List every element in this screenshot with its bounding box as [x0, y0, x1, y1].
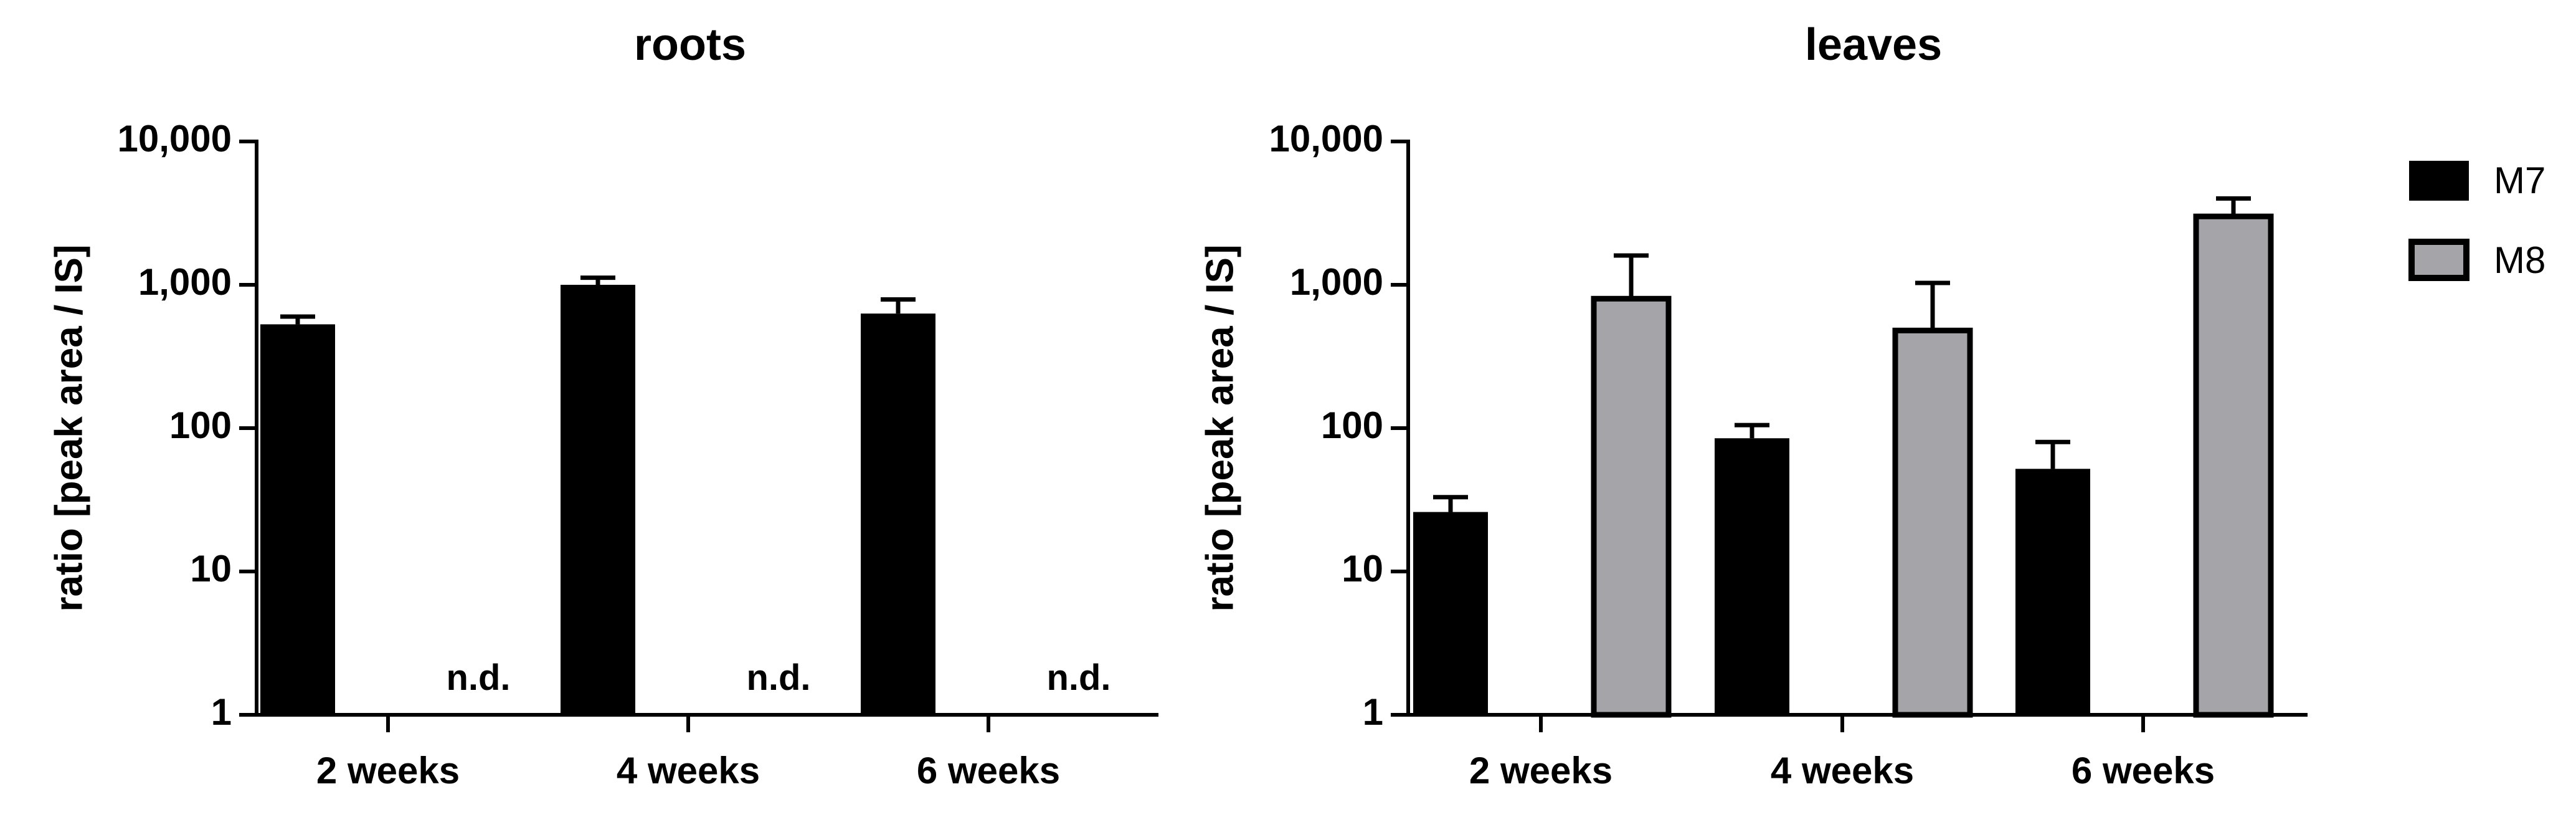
- nd-annotation: n.d.: [446, 657, 510, 698]
- bar-m8: [1591, 295, 1672, 718]
- bar-m8: [1892, 327, 1973, 718]
- y-tick-label: 1: [211, 691, 232, 733]
- x-tick-label: 6 weeks: [917, 750, 1060, 791]
- plot-area: 1 10 100 1,000 10,000 2 weeks 4 weeks 6 weeks: [1269, 118, 2308, 791]
- chart-title: leaves: [1805, 20, 1942, 70]
- y-tick-label: 1: [1363, 691, 1383, 733]
- chart-title: roots: [634, 20, 746, 70]
- y-tick-label: 10: [190, 548, 232, 590]
- legend-swatch-m7: [2409, 161, 2469, 201]
- chart-roots: roots ratio [peak area / IS] 1 10 100 1,000…: [47, 20, 1158, 791]
- y-tick-label: 1,000: [138, 261, 232, 303]
- y-axis-label: ratio [peak area / IS]: [1198, 244, 1241, 611]
- bar-m7: [561, 285, 635, 715]
- legend-label-m7: M7: [2494, 160, 2545, 201]
- y-tick-label: 10: [1342, 548, 1383, 590]
- nd-annotation: n.d.: [746, 657, 810, 698]
- y-tick-label: 100: [169, 404, 232, 446]
- legend-swatch-m8: [2408, 239, 2469, 281]
- legend: M7 M8: [2408, 160, 2545, 281]
- plot-area: 1 10 100 1,000 10,000 2 weeks n.d. 4 weeks n.d. 6…: [117, 118, 1158, 791]
- bar-m7: [861, 313, 935, 715]
- y-axis-label: ratio [peak area / IS]: [47, 244, 90, 611]
- nd-annotation: n.d.: [1046, 657, 1110, 698]
- x-tick-label: 4 weeks: [617, 750, 760, 791]
- x-tick-label: 2 weeks: [316, 750, 460, 791]
- legend-label-m8: M8: [2494, 239, 2545, 281]
- bar-m7: [1413, 512, 1488, 715]
- x-tick-label: 4 weeks: [1771, 750, 1914, 791]
- y-tick-label: 100: [1321, 404, 1383, 446]
- x-tick-label: 2 weeks: [1469, 750, 1612, 791]
- bar-m7: [1715, 438, 1789, 715]
- chart-leaves: leaves ratio [peak area / IS] 1 10 100 1,00…: [1198, 20, 2308, 791]
- bar-m8: [2193, 213, 2274, 718]
- x-tick-label: 6 weeks: [2072, 750, 2215, 791]
- bar-m7: [260, 324, 335, 715]
- y-tick-label: 10,000: [117, 118, 232, 160]
- y-tick-label: 10,000: [1269, 118, 1383, 160]
- bar-m7: [2015, 469, 2090, 715]
- y-tick-label: 1,000: [1290, 261, 1383, 303]
